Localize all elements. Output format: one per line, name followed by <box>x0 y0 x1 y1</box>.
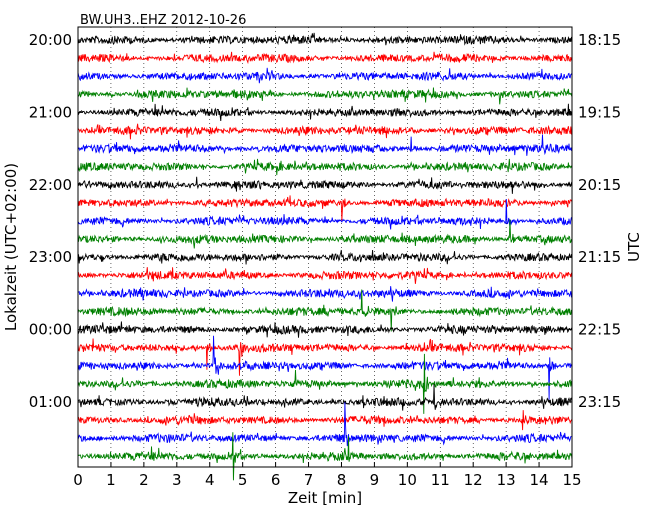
trace-line <box>77 289 573 332</box>
trace-line <box>77 383 573 411</box>
y-tick-label-left: 21:00 <box>29 103 72 121</box>
x-tick-label: 9 <box>370 471 380 489</box>
trace-line <box>77 286 573 302</box>
y-tick-label-right: 18:15 <box>578 31 621 49</box>
x-tick-label: 12 <box>464 471 483 489</box>
x-tick-label: 15 <box>562 471 581 489</box>
trace-line <box>77 123 573 140</box>
trace-line <box>77 321 573 338</box>
y-tick-label-right: 23:15 <box>578 393 621 411</box>
y-tick-label-left: 20:00 <box>29 31 72 49</box>
trace-line <box>77 219 573 249</box>
x-tick-label: 10 <box>398 471 417 489</box>
trace-line <box>77 134 573 156</box>
trace-line <box>77 410 573 431</box>
trace-line <box>77 87 573 105</box>
trace-line <box>77 51 573 65</box>
trace-line <box>77 338 573 376</box>
plot-frame <box>77 26 573 468</box>
chart-title: BW.UH3..EHZ 2012-10-26 <box>80 13 246 28</box>
y-axis-label-left: Lokalzeit (UTC+02:00) <box>2 163 20 331</box>
trace-line <box>77 67 573 84</box>
x-tick-label: 3 <box>172 471 182 489</box>
trace-line <box>77 267 573 284</box>
trace-line <box>77 158 573 176</box>
right-axis-ticks: 18:15 19:15 20:15 21:15 22:15 23:15 <box>567 31 621 411</box>
traces <box>77 32 573 481</box>
y-tick-label-right: 22:15 <box>578 321 621 339</box>
trace-line <box>77 249 573 265</box>
x-tick-label: 11 <box>431 471 450 489</box>
x-tick-label: 0 <box>73 471 83 489</box>
x-tick-label: 4 <box>205 471 215 489</box>
y-axis-label-right: UTC <box>625 232 643 262</box>
trace-line <box>77 198 573 230</box>
x-tick-label: 13 <box>497 471 516 489</box>
x-tick-label: 7 <box>304 471 314 489</box>
trace-line <box>77 335 573 400</box>
y-tick-label-left: 23:00 <box>29 248 72 266</box>
x-tick-label: 6 <box>271 471 281 489</box>
vertical-grid <box>110 27 540 467</box>
x-axis-label: Zeit [min] <box>288 489 362 507</box>
x-tick-label: 2 <box>139 471 149 489</box>
y-tick-label-left: 00:00 <box>29 321 72 339</box>
left-axis-ticks: 20:00 21:00 22:00 23:00 00:00 01:00 <box>29 31 83 411</box>
trace-line <box>77 353 573 414</box>
trace-line <box>77 103 573 121</box>
y-tick-label-right: 21:15 <box>578 248 621 266</box>
trace-line <box>77 32 573 46</box>
y-tick-label-left: 22:00 <box>29 176 72 194</box>
trace-line <box>77 195 573 221</box>
x-axis-ticks: 0 1 2 3 4 5 6 7 8 9 10 11 12 13 14 15 <box>73 462 582 489</box>
y-tick-label-left: 01:00 <box>29 393 72 411</box>
x-tick-label: 5 <box>238 471 248 489</box>
x-tick-label: 8 <box>337 471 347 489</box>
y-tick-label-right: 19:15 <box>578 103 621 121</box>
y-tick-label-right: 20:15 <box>578 176 621 194</box>
trace-line <box>77 176 573 194</box>
trace-line <box>77 432 573 481</box>
x-tick-label: 1 <box>106 471 116 489</box>
x-tick-label: 14 <box>530 471 549 489</box>
trace-line <box>77 402 573 447</box>
